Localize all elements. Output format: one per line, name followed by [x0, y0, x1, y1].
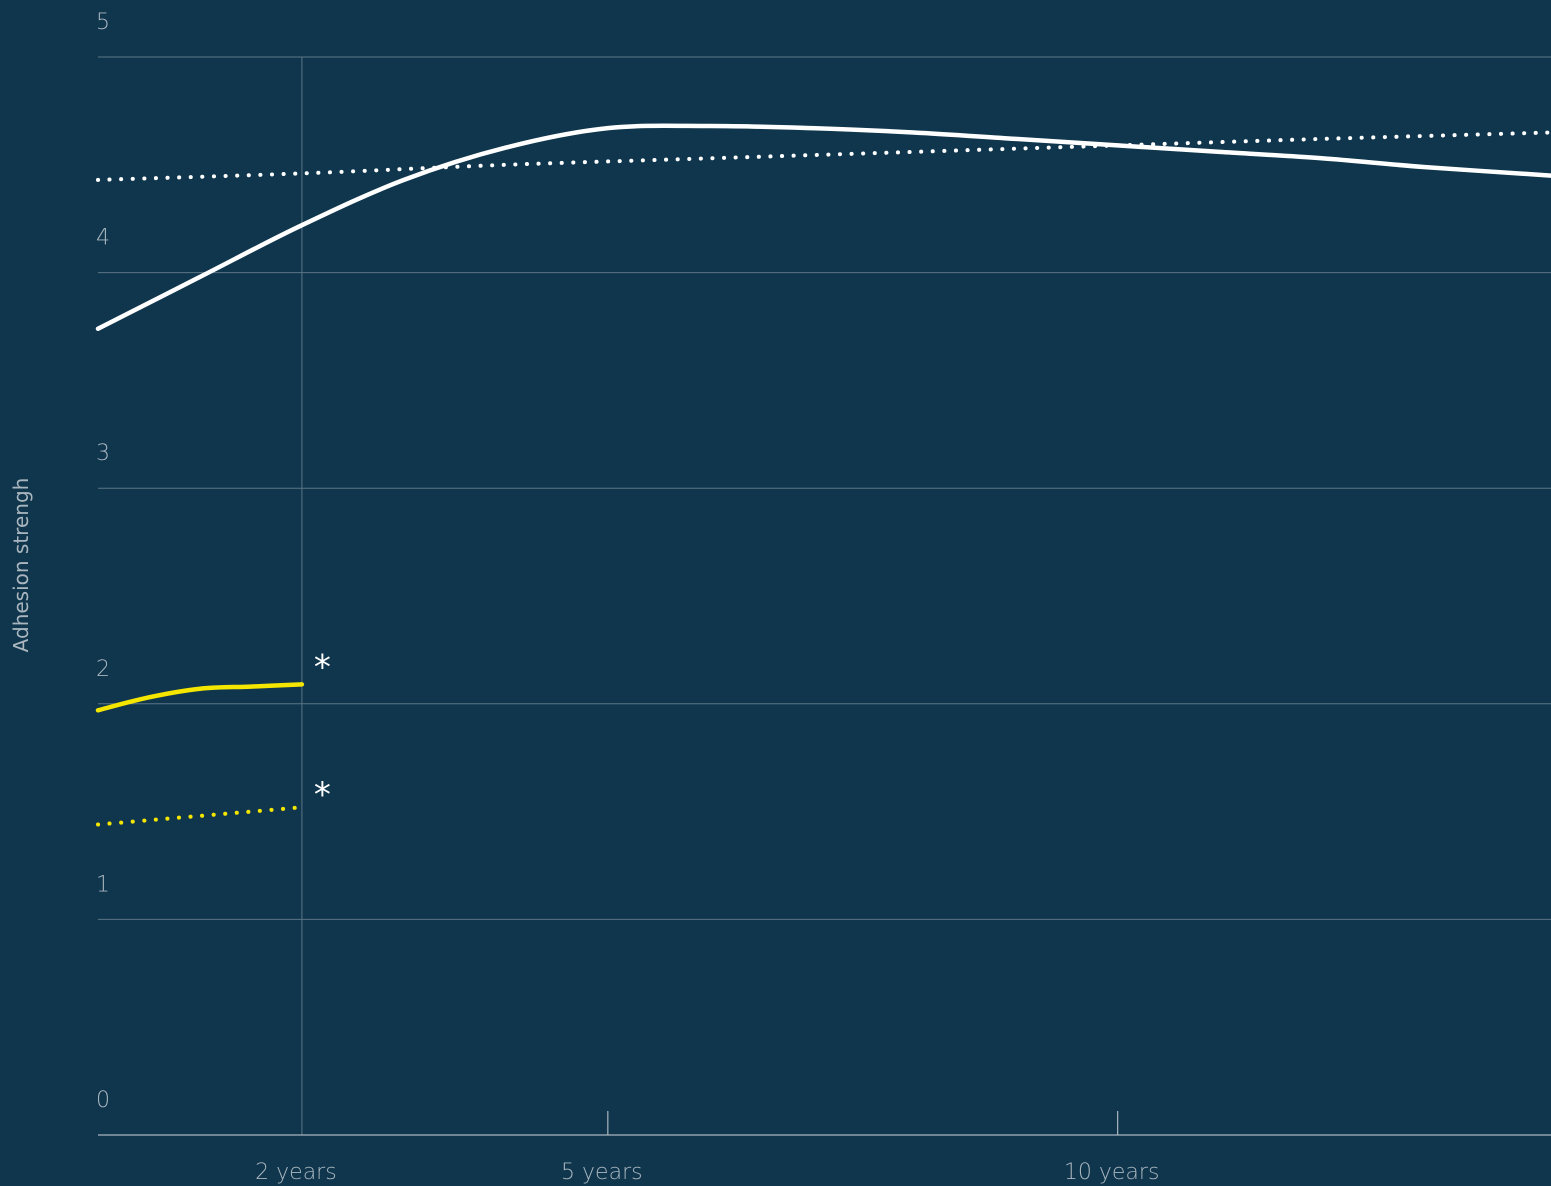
grid — [98, 56, 1551, 1135]
labels-group: 0 1 2 3 4 5 2 years 5 years 10 years * * — [96, 10, 1159, 1185]
series-line-yellow-dotted — [96, 805, 304, 827]
y-tick-label-4: 4 — [96, 226, 110, 251]
x-tick-label-5: 5 years — [561, 1160, 643, 1185]
axes — [98, 1111, 1551, 1136]
y-tick-label-2: 2 — [96, 657, 110, 682]
x-tick-label-2: 2 years — [255, 1160, 337, 1185]
series-line-white-solid — [95, 123, 1551, 331]
asterisk-annotation-1: * — [314, 648, 331, 688]
y-tick-label-3: 3 — [96, 441, 110, 466]
asterisk-annotation-2: * — [314, 775, 331, 815]
series-line-white-dotted — [96, 130, 1551, 182]
series-group — [95, 123, 1551, 827]
y-tick-label-1: 1 — [96, 872, 110, 897]
y-axis-title: Adhesion strengh — [9, 478, 33, 653]
x-tick-label-10: 10 years — [1064, 1160, 1160, 1185]
y-tick-label-0: 0 — [96, 1088, 110, 1113]
y-tick-label-5: 5 — [96, 10, 110, 35]
series-line-yellow-solid — [95, 682, 305, 713]
